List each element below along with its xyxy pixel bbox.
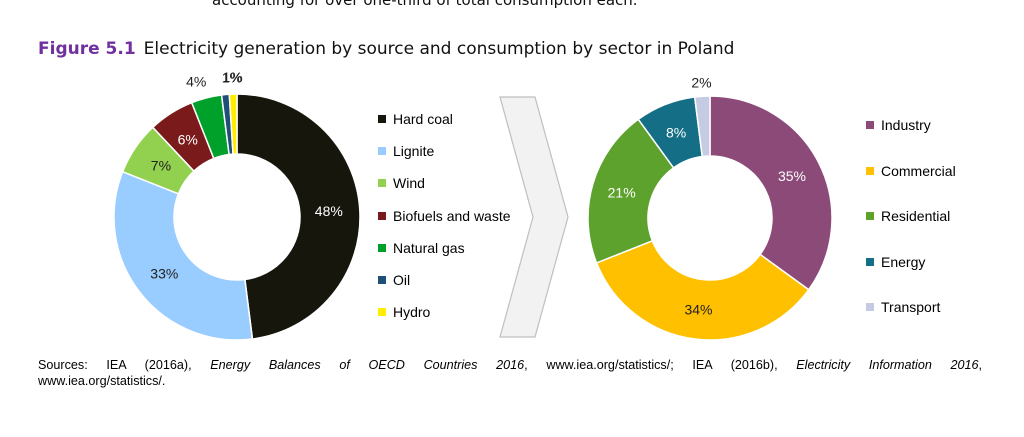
legend-swatch bbox=[866, 212, 874, 220]
slice-commercial bbox=[595, 239, 810, 341]
figure-title: Figure 5.1 Electricity generation by sour… bbox=[38, 39, 734, 59]
legend-label: Energy bbox=[881, 253, 926, 270]
legend-label: Lignite bbox=[393, 143, 435, 160]
data-label-natural-gas: 4% bbox=[186, 73, 206, 89]
legend-label: Biofuels and waste bbox=[393, 207, 511, 224]
sources-word: Countries bbox=[423, 358, 478, 372]
data-label-transport: 2% bbox=[691, 74, 711, 90]
data-label-energy: 8% bbox=[666, 124, 686, 140]
sources-word: Energy bbox=[210, 358, 251, 372]
legend-item-industry: Industry bbox=[866, 117, 931, 133]
legend-label: Commercial bbox=[881, 162, 956, 179]
legend-swatch bbox=[866, 121, 874, 129]
data-label-lignite: 33% bbox=[150, 265, 178, 281]
figure-caption: Electricity generation by source and con… bbox=[143, 39, 735, 59]
legend-item-wind: Wind bbox=[378, 175, 425, 191]
legend-label: Wind bbox=[393, 175, 425, 192]
sources-word: 2016 bbox=[496, 358, 525, 372]
sources-word: (2016b), bbox=[730, 358, 778, 372]
sources-word: IEA bbox=[106, 358, 126, 372]
legend-item-residential: Residential bbox=[866, 208, 950, 224]
sources-word: (2016a), bbox=[144, 358, 192, 372]
legend-item-natural-gas: Natural gas bbox=[378, 240, 465, 256]
data-label-commercial: 34% bbox=[684, 301, 712, 317]
preceding-text-fragment: accounting for over one-third of total c… bbox=[212, 0, 638, 9]
sources-word: www.iea.org/statistics/; bbox=[546, 358, 674, 372]
slice-industry bbox=[709, 95, 833, 291]
data-label-oil: 1% bbox=[222, 70, 242, 86]
sources-word: OECD bbox=[368, 358, 405, 372]
legend-item-lignite: Lignite bbox=[378, 143, 434, 159]
legend-label: Industry bbox=[881, 117, 931, 133]
legend-label: Transport bbox=[881, 299, 941, 315]
legend-label: Hydro bbox=[393, 304, 431, 321]
legend-item-energy: Energy bbox=[866, 254, 925, 270]
sources-word: Electricity bbox=[796, 358, 851, 372]
legend-swatch bbox=[378, 179, 386, 188]
sources-note-continued: www.iea.org/statistics/. bbox=[38, 374, 166, 388]
legend-item-biofuels-and-waste: Biofuels and waste bbox=[378, 208, 511, 224]
data-label-biofuels-and-waste: 6% bbox=[178, 131, 198, 147]
sources-word: , bbox=[524, 358, 528, 372]
sources-note: Sources: IEA (2016a), Energy Balances of… bbox=[38, 357, 982, 373]
sources-word: Information bbox=[868, 358, 932, 372]
legend-item-transport: Transport bbox=[866, 299, 940, 315]
slice-lignite bbox=[113, 170, 254, 341]
data-label-wind: 7% bbox=[151, 157, 171, 173]
sources-word: , bbox=[978, 358, 983, 372]
legend-item-hydro: Hydro bbox=[378, 304, 430, 320]
legend-item-hard-coal: Hard coal bbox=[378, 111, 453, 127]
figure-number: Figure 5.1 bbox=[38, 39, 136, 59]
legend-swatch bbox=[378, 147, 386, 156]
legend-swatch bbox=[378, 115, 386, 123]
legend-item-oil: Oil bbox=[378, 272, 410, 288]
legend-label: Natural gas bbox=[393, 239, 465, 256]
legend-swatch bbox=[866, 257, 874, 266]
sources-word: IEA bbox=[692, 358, 713, 372]
data-label-residential: 21% bbox=[608, 184, 636, 200]
data-label-industry: 35% bbox=[778, 168, 806, 184]
legend-label: Residential bbox=[881, 208, 951, 224]
legend-swatch bbox=[378, 308, 386, 317]
legend-swatch bbox=[866, 303, 874, 311]
chevron-arrow-icon bbox=[499, 96, 569, 338]
legend-swatch bbox=[378, 243, 386, 252]
data-label-hydro: 1% bbox=[222, 69, 242, 85]
legend-swatch bbox=[378, 211, 386, 220]
legend-item-commercial: Commercial bbox=[866, 163, 956, 179]
sources-word: Balances bbox=[268, 358, 321, 372]
consumption-donut-chart: 35% 34% 21% 8% 2% bbox=[587, 74, 833, 341]
legend-swatch bbox=[378, 276, 386, 284]
legend-label: Oil bbox=[393, 272, 411, 288]
slice-residential bbox=[587, 118, 675, 264]
legend-swatch bbox=[866, 166, 874, 175]
generation-donut-chart: 48%33%7%6%4% 1%1% bbox=[113, 69, 361, 341]
legend-label: Hard coal bbox=[393, 111, 453, 127]
sources-word: of bbox=[339, 358, 350, 372]
sources-word: 2016 bbox=[950, 358, 979, 372]
sources-word: Sources: bbox=[38, 358, 88, 372]
slice-transport bbox=[693, 95, 711, 158]
slice-hard-coal bbox=[236, 93, 361, 340]
data-label-hard-coal: 48% bbox=[315, 203, 343, 219]
slice-hydro bbox=[228, 93, 238, 155]
